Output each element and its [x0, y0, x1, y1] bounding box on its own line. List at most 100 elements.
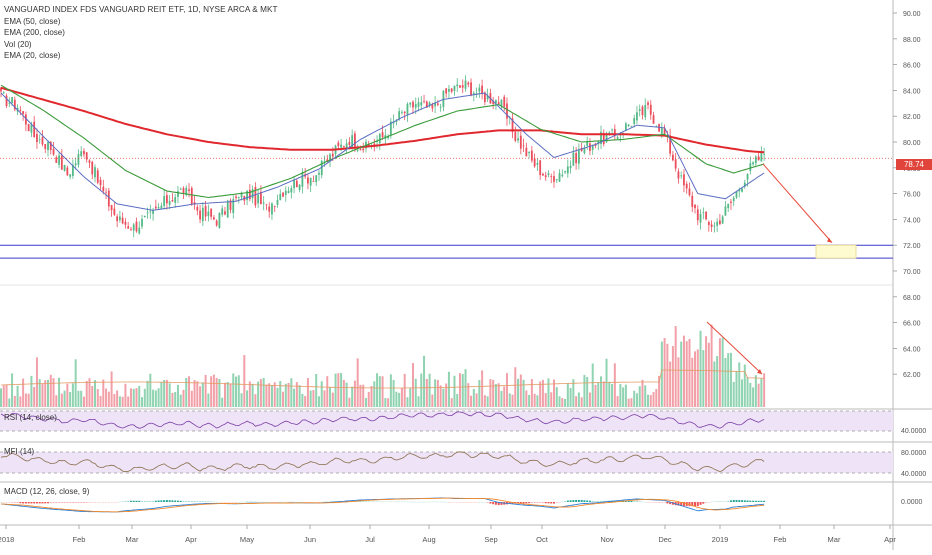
macd-histogram-bar: [127, 500, 130, 502]
candle-body: [271, 203, 273, 215]
volume-bar: [334, 373, 337, 407]
volume-bar: [409, 387, 412, 407]
candle-body: [630, 125, 633, 127]
volume-bar: [754, 375, 757, 407]
volume-bar: [273, 382, 276, 407]
candle-body: [511, 118, 514, 133]
volume-bar: [268, 383, 271, 407]
volume-bar: [127, 396, 130, 407]
candle-body: [141, 218, 143, 227]
volume-bar: [49, 374, 52, 407]
x-tick-label: Feb: [774, 535, 787, 544]
volume-bar: [60, 393, 63, 407]
macd-histogram-bar: [85, 502, 88, 503]
volume-bar: [630, 398, 633, 407]
volume-bar: [118, 396, 121, 407]
legend-ema-200: EMA (200, close): [4, 28, 65, 37]
macd-histogram-bar: [168, 500, 171, 502]
volume-bar: [207, 393, 210, 407]
volume-bar: [442, 388, 445, 407]
macd-histogram-bar: [470, 502, 473, 503]
candle-body: [572, 152, 575, 166]
macd-histogram-bar: [757, 500, 760, 502]
volume-bar: [11, 373, 14, 407]
volume-bar: [467, 383, 470, 407]
candle-body: [624, 123, 627, 131]
candle-body: [229, 200, 232, 210]
price-tick-label: 62.00: [903, 372, 921, 379]
volume-bar: [171, 392, 174, 407]
volume-bar: [389, 374, 392, 407]
macd-histogram-bar: [60, 502, 63, 504]
macd-histogram-bar: [113, 502, 116, 503]
macd-histogram-bar: [295, 501, 298, 503]
candle-body: [182, 187, 185, 194]
volume-bar: [121, 396, 124, 407]
volume-bar: [82, 396, 85, 407]
volume-bar: [47, 379, 50, 407]
candle-body: [356, 150, 359, 151]
mfi-line: [0, 451, 765, 473]
volume-bar: [439, 385, 442, 407]
macd-histogram-bar: [564, 501, 567, 502]
volume-bar: [193, 380, 196, 407]
candle-body: [741, 188, 743, 192]
volume-bar: [41, 383, 44, 407]
macd-histogram-bar: [246, 501, 249, 503]
candle-body: [583, 147, 586, 154]
candle-body: [525, 147, 528, 157]
volume-bar: [470, 395, 473, 407]
macd-histogram-bar: [384, 501, 387, 503]
candle-body: [24, 114, 27, 125]
volume-bar: [696, 349, 699, 407]
candle-body: [478, 87, 481, 92]
x-tick-label: Jun: [304, 535, 316, 544]
macd-histogram-bar: [118, 501, 121, 503]
volume-bar: [143, 388, 146, 407]
macd-histogram-bar: [22, 502, 25, 504]
volume-bar: [478, 379, 481, 407]
macd-histogram-bar: [174, 500, 177, 502]
macd-histogram-bar: [218, 501, 221, 503]
macd-histogram-bar: [420, 501, 423, 503]
macd-histogram-bar: [602, 500, 605, 502]
volume-bar: [265, 384, 268, 407]
macd-histogram-bar: [541, 502, 544, 504]
candle-body: [763, 153, 766, 155]
candle-body: [589, 143, 591, 151]
volume-bar: [58, 377, 61, 407]
macd-histogram-bar: [199, 501, 202, 502]
x-tick-label: Jul: [365, 535, 375, 544]
candle-body: [669, 135, 672, 154]
macd-histogram-bar: [428, 501, 431, 503]
candle-body: [647, 102, 649, 105]
macd-histogram-bar: [406, 501, 409, 503]
volume-bar: [475, 393, 478, 407]
volume-bar: [392, 379, 395, 407]
macd-histogram-bar: [254, 501, 257, 503]
macd-histogram-bar: [77, 502, 80, 504]
candle-body: [616, 137, 619, 139]
candle-body: [298, 184, 301, 190]
candle-body: [351, 135, 354, 148]
candle-body: [713, 225, 716, 227]
volume-bar: [154, 390, 157, 407]
x-tick-label: Aug: [422, 535, 435, 544]
volume-bar: [160, 382, 163, 407]
candle-body: [160, 205, 163, 210]
volume-bar: [763, 373, 766, 407]
candle-body: [127, 226, 130, 229]
last-price-badge: 78.74: [896, 159, 932, 170]
volume-bar: [564, 398, 567, 407]
volume-bar: [284, 383, 287, 407]
macd-histogram-bar: [439, 501, 442, 503]
macd-histogram-bar: [157, 500, 160, 502]
candle-body: [257, 194, 260, 204]
volume-bar: [525, 390, 528, 407]
candle-body: [553, 176, 555, 182]
macd-histogram-bar: [193, 500, 196, 502]
candle-body: [434, 102, 437, 107]
rsi-tick-label: 40.0000: [901, 428, 926, 435]
volume-bar: [541, 379, 544, 407]
macd-histogram-bar: [52, 502, 55, 504]
